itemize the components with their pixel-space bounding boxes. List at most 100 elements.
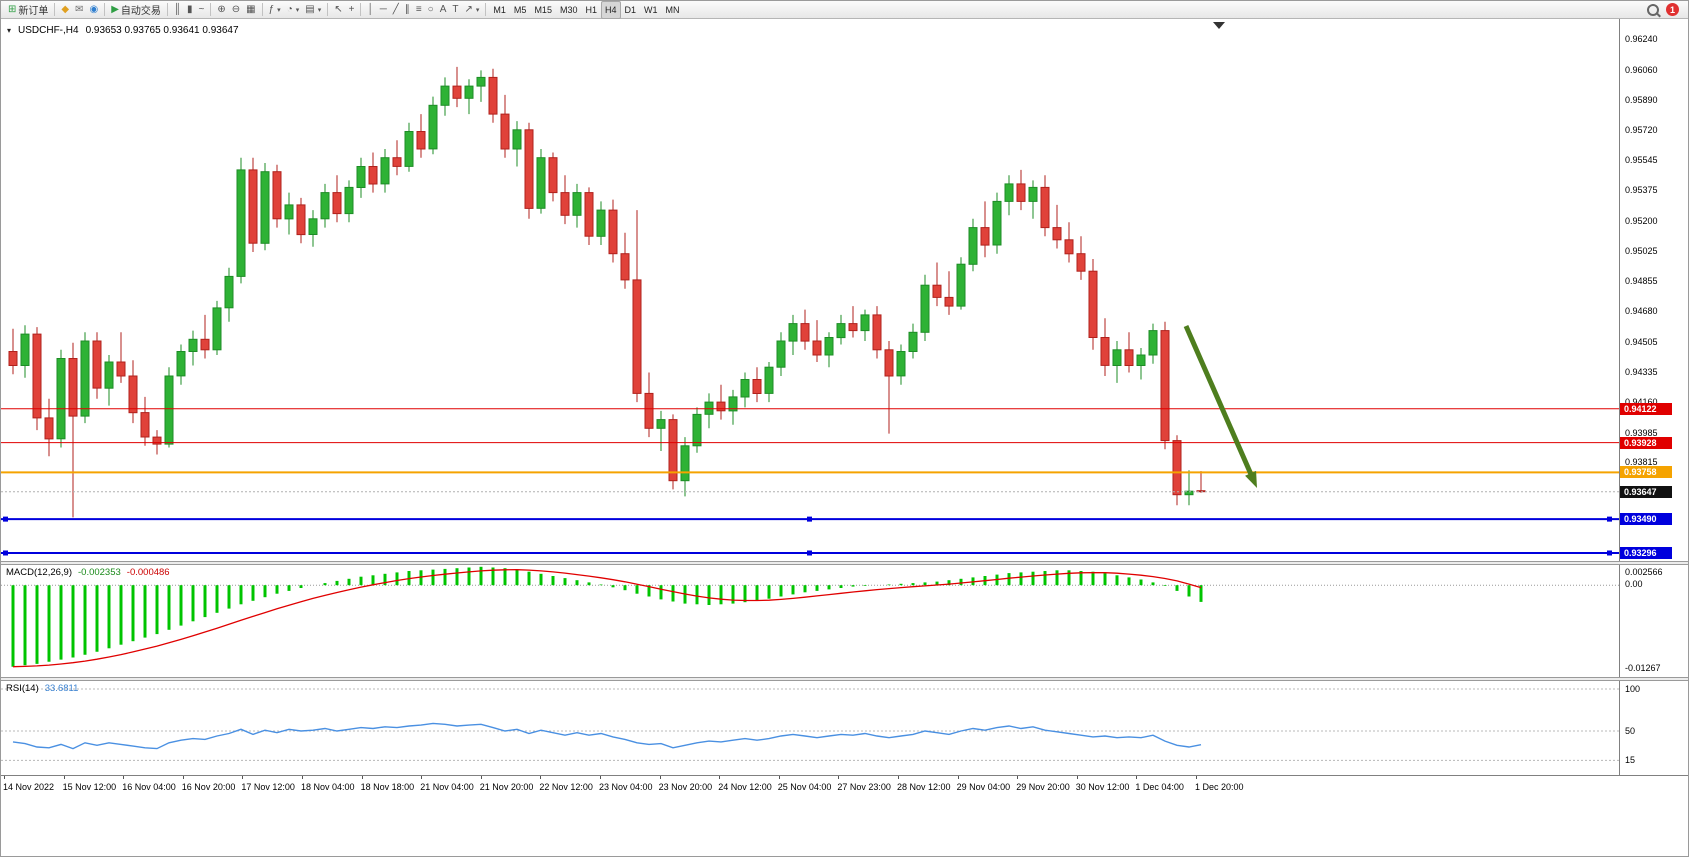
- line-handle[interactable]: [1607, 550, 1612, 556]
- timeframe-w1-button[interactable]: W1: [644, 4, 658, 15]
- toolbar-separator: [360, 3, 362, 16]
- price-axis-label: 0.93815: [1625, 457, 1658, 467]
- timeframe-mn-button[interactable]: MN: [665, 4, 680, 15]
- time-tick: [182, 776, 184, 779]
- fibonacci-button[interactable]: ≡: [413, 2, 425, 18]
- candle-chart-button[interactable]: ▮: [184, 2, 196, 18]
- candle-body: [8, 351, 18, 366]
- candle-body: [956, 263, 966, 307]
- panel-splitter[interactable]: [1, 677, 1688, 681]
- new-order-button[interactable]: ⊞ 新订单: [5, 2, 51, 18]
- timeframe-m30-button[interactable]: M30: [559, 4, 578, 15]
- zoom-out-icon: ⊖: [231, 3, 241, 15]
- candle-body: [344, 186, 354, 215]
- macd-main-value: -0.002353: [78, 567, 121, 578]
- line-handle[interactable]: [1607, 516, 1612, 522]
- panel-splitter[interactable]: [1, 561, 1688, 565]
- macd-signal-value: -0.000486: [126, 567, 170, 578]
- price-axis-label: 0.94855: [1625, 276, 1658, 286]
- candle-body: [56, 358, 66, 440]
- trend-line-button[interactable]: ╱: [390, 2, 402, 18]
- templates-button[interactable]: ▤ ▾: [302, 2, 324, 18]
- candle-body: [212, 307, 222, 351]
- timeframe-h4-button[interactable]: H4: [600, 1, 621, 19]
- price-axis-label: 0.95375: [1625, 185, 1658, 195]
- line-handle[interactable]: [3, 550, 8, 556]
- candle-body: [284, 204, 294, 220]
- candle-body: [1148, 330, 1158, 356]
- horizontal-line-button[interactable]: ─: [377, 2, 390, 18]
- line-handle[interactable]: [807, 516, 812, 522]
- chart-shift-marker[interactable]: [1213, 22, 1225, 29]
- candle-body: [1112, 349, 1122, 366]
- indicators-button[interactable]: ƒ ▾: [266, 2, 284, 18]
- candle-body: [1088, 270, 1098, 338]
- time-axis-label: 16 Nov 04:00: [122, 782, 176, 792]
- candle-body: [536, 157, 546, 209]
- candle-body: [272, 171, 282, 220]
- time-tick: [421, 776, 423, 779]
- time-tick: [898, 776, 899, 779]
- zoom-in-button[interactable]: ⊕: [214, 2, 228, 18]
- text-button[interactable]: A: [437, 2, 450, 18]
- signals-button[interactable]: ◉: [86, 2, 101, 18]
- auto-trading-button[interactable]: ▶ 自动交易: [108, 2, 164, 18]
- candle-body: [92, 340, 102, 389]
- text-label-button[interactable]: T: [449, 2, 461, 18]
- candle-body: [860, 314, 870, 332]
- price-axis[interactable]: 0.96240 0.96060 0.95890 0.95720 0.95545 0.953…: [1619, 19, 1688, 797]
- macd-axis-label: 0.002566: [1625, 567, 1663, 577]
- price-chart-canvas[interactable]: [1, 19, 1619, 561]
- time-tick: [302, 776, 303, 779]
- price-axis-label: 0.94680: [1625, 306, 1658, 316]
- notification-badge[interactable]: 1: [1666, 3, 1679, 16]
- candle-body: [596, 209, 606, 237]
- timeframe-d1-button[interactable]: D1: [624, 4, 637, 15]
- chart-menu-icon[interactable]: ▾: [7, 26, 12, 35]
- equidistant-channel-button[interactable]: ∥: [402, 2, 413, 18]
- candle-body: [104, 361, 114, 389]
- chevron-down-icon: ▾: [277, 6, 281, 14]
- time-axis-label: 18 Nov 18:00: [360, 782, 415, 792]
- line-chart-button[interactable]: ~: [196, 2, 208, 18]
- candle-body: [980, 227, 990, 246]
- mail-icon: ✉: [75, 3, 84, 15]
- macd-canvas[interactable]: [1, 565, 1619, 677]
- candle-body: [80, 340, 90, 417]
- crosshair-button[interactable]: +: [346, 2, 358, 18]
- bar-chart-button[interactable]: ║: [171, 2, 184, 18]
- candle-body: [632, 279, 642, 394]
- vertical-line-button[interactable]: │: [364, 2, 376, 18]
- candle-body: [68, 358, 78, 417]
- tile-windows-button[interactable]: ▦: [243, 2, 258, 18]
- candle-body: [188, 338, 198, 352]
- rsi-label: RSI(14) 33.6811: [6, 683, 78, 694]
- rsi-canvas[interactable]: [1, 681, 1619, 775]
- time-axis[interactable]: 14 Nov 2022 15 Nov 12:00 16 Nov 04:00 16 No…: [1, 775, 1688, 798]
- indicators-icon: ƒ: [268, 3, 275, 15]
- sound-alert-button[interactable]: ◆: [58, 2, 72, 18]
- arrows-button[interactable]: ↗ ▾: [462, 2, 483, 18]
- chevron-down-icon: ▾: [295, 6, 300, 14]
- timeframe-m5-button[interactable]: M5: [513, 4, 527, 15]
- timeframe-m1-button[interactable]: M1: [493, 4, 506, 15]
- arrow-annotation[interactable]: [1183, 324, 1256, 480]
- candle-body: [680, 445, 690, 482]
- shapes-button[interactable]: ○: [425, 2, 437, 18]
- cursor-button[interactable]: ↖: [331, 2, 345, 18]
- candle-body: [872, 314, 882, 351]
- candle-body: [164, 375, 174, 445]
- time-axis-label: 24 Nov 12:00: [718, 782, 772, 792]
- time-tick: [63, 776, 65, 779]
- line-handle[interactable]: [807, 550, 812, 556]
- line-handle[interactable]: [3, 516, 8, 522]
- mail-button[interactable]: ✉: [72, 2, 86, 18]
- rsi-axis-label: 100: [1625, 684, 1641, 694]
- timeframe-m15-button[interactable]: M15: [534, 4, 552, 15]
- zoom-out-button[interactable]: ⊖: [229, 2, 243, 18]
- toolbar-separator: [261, 3, 263, 16]
- timeframe-h1-button[interactable]: H1: [585, 4, 597, 15]
- search-icon[interactable]: [1647, 3, 1659, 16]
- price-marker-0.93758: 0.93758: [1620, 466, 1672, 478]
- time-periods-button[interactable]: ◔ ▾: [284, 2, 303, 18]
